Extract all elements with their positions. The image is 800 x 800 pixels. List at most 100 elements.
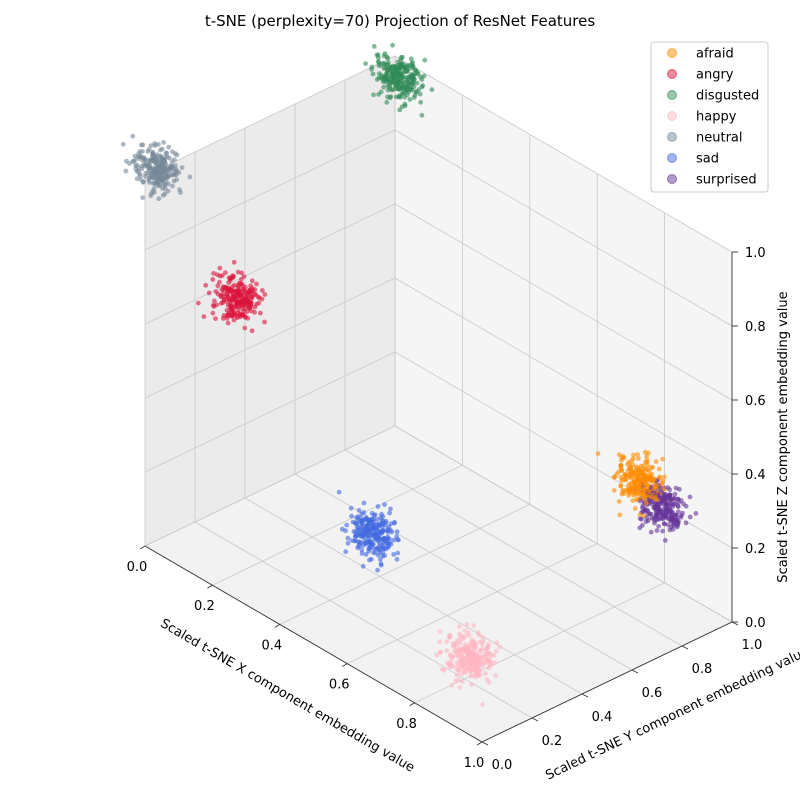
legend-label-sad: sad (696, 152, 719, 167)
data-point-disgusted (382, 51, 388, 56)
data-point-afraid (617, 512, 623, 518)
data-point-neutral (123, 168, 129, 174)
data-point-sad (349, 513, 354, 519)
data-point-afraid (632, 506, 638, 511)
data-point-surprised (657, 507, 663, 512)
data-point-afraid (629, 469, 635, 475)
data-point-angry (217, 279, 222, 285)
chart-title: t-SNE (perplexity=70) Projection of ResN… (205, 12, 596, 30)
data-point-sad (363, 552, 369, 557)
y-tick-mark (581, 693, 589, 698)
data-point-disgusted (422, 57, 428, 63)
data-point-sad (348, 505, 354, 511)
data-point-sad (388, 541, 394, 547)
data-point-surprised (642, 507, 648, 513)
data-point-sad (353, 521, 359, 527)
data-point-afraid (595, 451, 601, 456)
data-point-angry (242, 315, 248, 320)
y-tick-label: 0.8 (692, 662, 713, 677)
data-point-angry (233, 293, 239, 299)
data-point-sad (381, 546, 387, 552)
data-point-surprised (657, 495, 662, 500)
legend-label-surprised: surprised (696, 173, 757, 188)
data-point-afraid (620, 487, 626, 493)
data-point-sad (389, 529, 395, 535)
data-point-neutral (170, 183, 175, 189)
data-point-sad (391, 552, 397, 557)
data-point-neutral (140, 195, 146, 201)
data-point-happy (465, 646, 471, 651)
data-point-sad (359, 511, 365, 517)
data-point-surprised (662, 514, 668, 519)
x-tick-mark (341, 663, 348, 667)
data-point-surprised (663, 508, 669, 513)
grid-line (144, 55, 396, 177)
data-point-disgusted (429, 87, 435, 92)
data-point-neutral (142, 156, 148, 162)
grid-line (244, 497, 583, 695)
data-point-neutral (134, 169, 140, 174)
y-tick-mark (731, 621, 739, 626)
data-point-surprised (637, 516, 643, 521)
data-point-angry (224, 313, 230, 319)
data-point-angry (249, 308, 254, 314)
data-point-angry (242, 325, 248, 331)
data-point-angry (232, 282, 238, 288)
data-point-happy (457, 624, 462, 630)
data-point-disgusted (403, 86, 409, 92)
data-point-neutral (173, 172, 179, 178)
data-point-surprised (649, 515, 655, 521)
data-point-happy (457, 640, 463, 646)
data-point-sad (394, 556, 400, 562)
data-point-afraid (646, 488, 651, 494)
data-point-sad (354, 515, 359, 521)
y-tick-mark (681, 645, 689, 650)
x-tick-label: 0.4 (261, 638, 282, 653)
data-point-angry (212, 298, 217, 304)
data-point-angry (213, 316, 218, 321)
data-point-disgusted (417, 91, 423, 97)
data-point-happy (493, 648, 499, 654)
data-point-angry (249, 328, 255, 334)
legend-label-angry: angry (696, 68, 734, 83)
data-point-sad (366, 546, 372, 552)
data-point-angry (258, 310, 263, 316)
data-point-angry (203, 282, 209, 288)
data-point-disgusted (407, 97, 413, 102)
data-point-disgusted (375, 59, 381, 64)
grid-line (394, 425, 733, 623)
data-point-angry (226, 295, 232, 301)
data-point-sad (345, 540, 351, 546)
data-point-afraid (626, 493, 632, 498)
data-point-angry (254, 301, 259, 307)
legend-marker-surprised (667, 174, 677, 184)
data-point-neutral (153, 154, 159, 160)
data-point-angry (231, 259, 237, 265)
data-point-disgusted (386, 74, 392, 80)
data-point-sad (394, 529, 400, 535)
data-point-happy (493, 673, 498, 678)
data-point-afraid (626, 481, 632, 487)
data-point-surprised (654, 528, 660, 533)
data-point-sad (394, 534, 399, 539)
data-point-happy (460, 679, 465, 684)
data-point-sad (344, 522, 350, 528)
data-point-disgusted (412, 92, 418, 98)
data-point-sad (349, 538, 355, 543)
data-point-afraid (660, 478, 666, 484)
data-point-happy (434, 652, 440, 658)
data-point-disgusted (402, 68, 407, 74)
x-tick-mark (476, 741, 483, 746)
data-point-happy (463, 667, 468, 673)
data-point-neutral (166, 144, 172, 150)
data-point-sad (378, 557, 383, 562)
data-point-angry (231, 274, 237, 279)
data-point-sad (391, 537, 396, 543)
data-point-surprised (645, 511, 651, 517)
data-point-angry (237, 312, 243, 318)
data-point-angry (239, 281, 245, 287)
data-point-neutral (126, 161, 132, 167)
data-point-sad (395, 550, 401, 556)
data-point-happy (485, 659, 491, 665)
